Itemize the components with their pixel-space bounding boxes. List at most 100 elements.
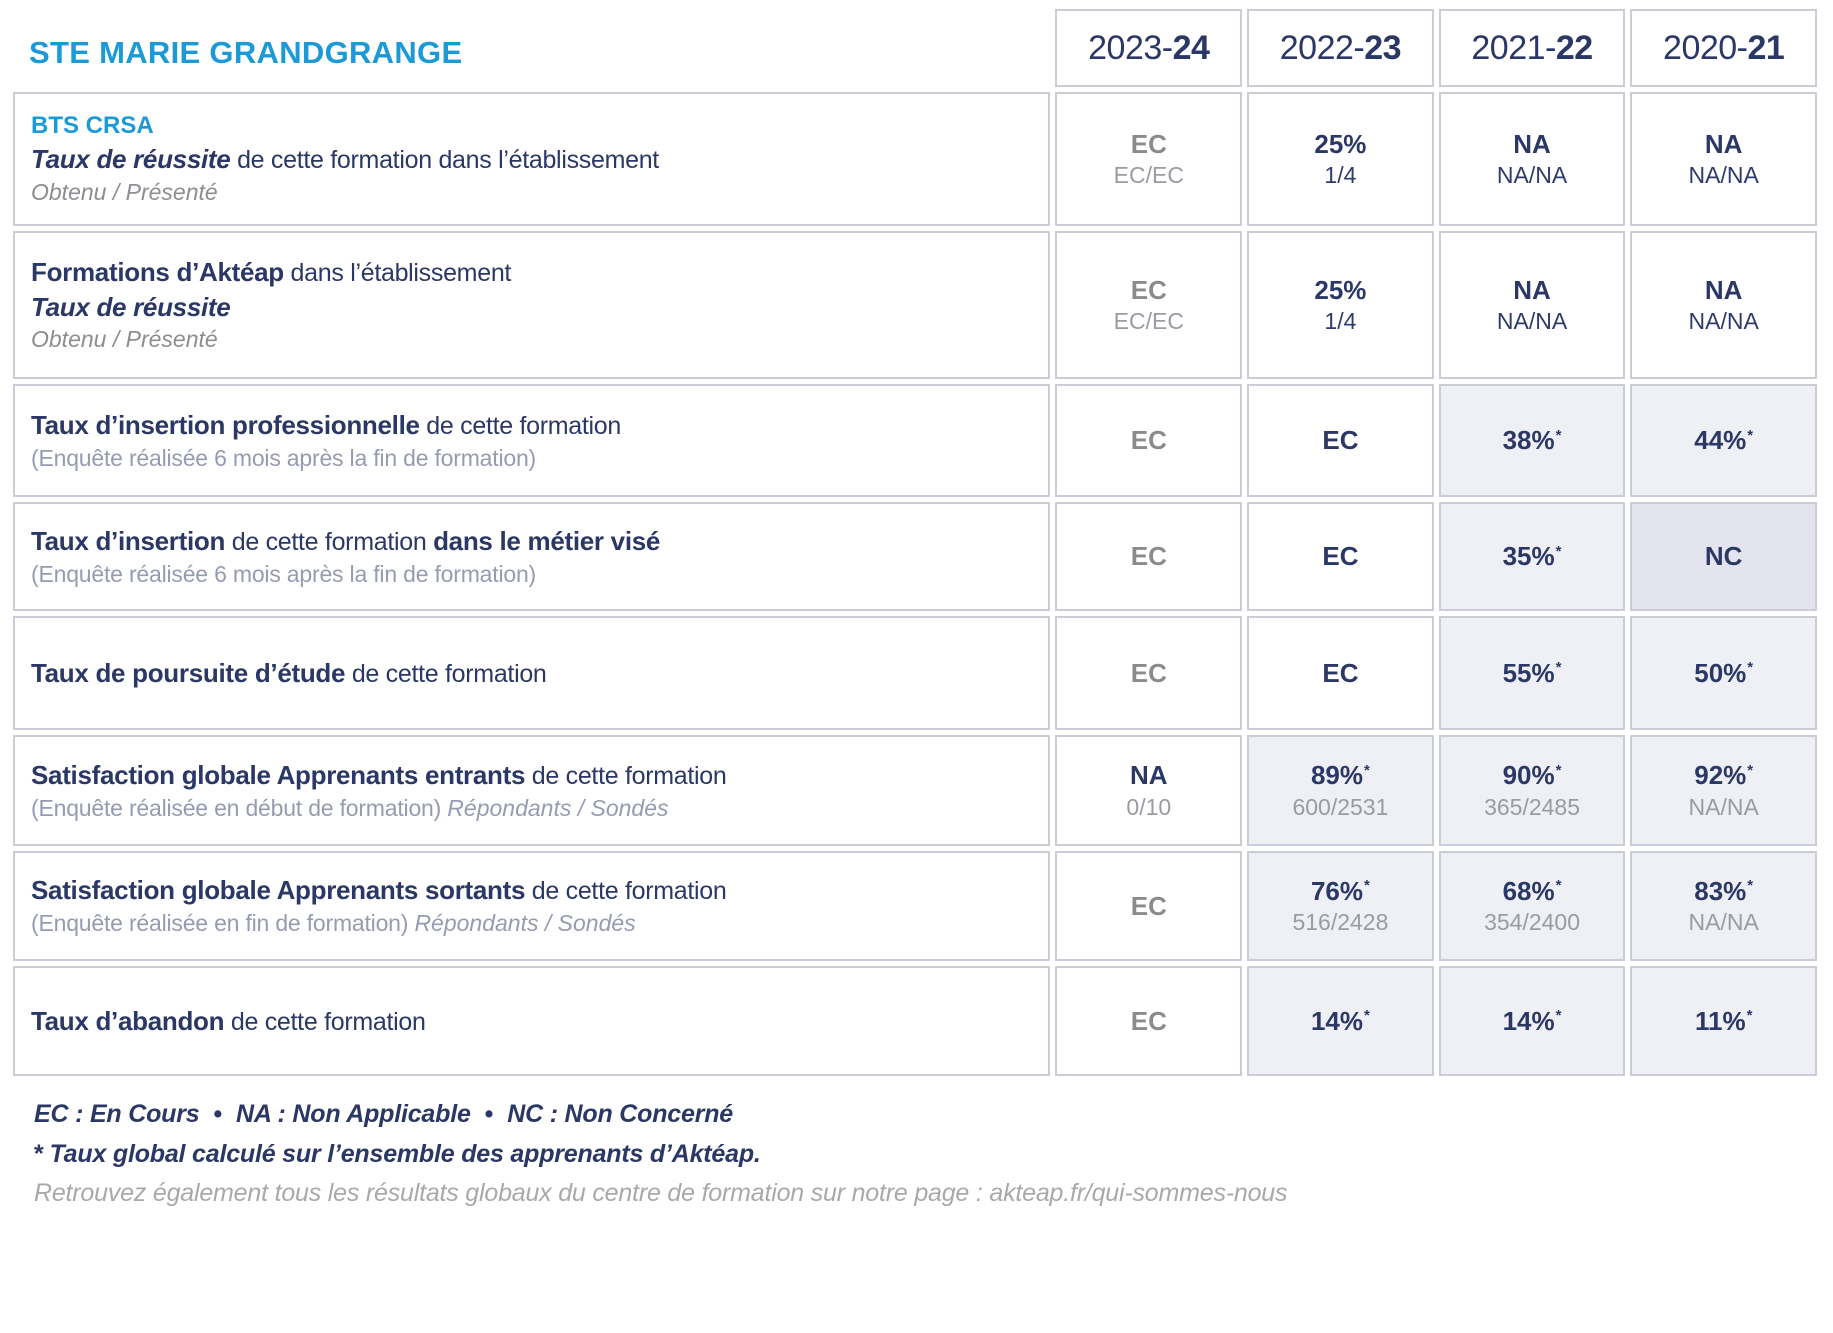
cell-value: 83%* (1694, 875, 1754, 906)
row-label-line: (Enquête réalisée en fin de formation) R… (31, 908, 1048, 938)
cell-value: EC (1130, 425, 1167, 456)
cell-value: EC (1130, 128, 1167, 159)
cell-subvalue: 516/2428 (1292, 909, 1389, 936)
label-segment: (Enquête réalisée 6 mois après la fin de… (31, 444, 537, 471)
cell-value: NA (1704, 274, 1743, 305)
cell-value: 38%* (1502, 425, 1562, 456)
cell-value: NA (1704, 128, 1743, 159)
cell-subvalue: NA/NA (1688, 909, 1759, 936)
label-segment: (Enquête réalisée en début de formation) (31, 794, 448, 821)
legend-item: NA : Non Applicable (236, 1100, 471, 1128)
cell-value: NA (1130, 760, 1168, 791)
row-label-line: Satisfaction globale Apprenants sortants… (31, 873, 1048, 908)
year-header: 2023-24 (1055, 9, 1243, 87)
cell-value: 92%* (1694, 760, 1754, 791)
value-cell: 35%* (1438, 502, 1626, 611)
title-cell: STE MARIE GRANDGRANGE (13, 9, 1050, 87)
cell-value: 11%* (1694, 1005, 1753, 1036)
cell-subvalue: NA/NA (1688, 793, 1759, 820)
label-segment: Taux d’abandon (31, 1005, 225, 1036)
label-segment: Satisfaction globale Apprenants entrants (31, 759, 526, 790)
label-segment: dans l’établissement (283, 259, 512, 288)
cell-value: 76%* (1310, 875, 1370, 906)
cell-value: EC (1130, 657, 1167, 688)
cell-subvalue: NA/NA (1688, 162, 1759, 189)
label-segment: de cette formation (419, 411, 622, 440)
row-label: Satisfaction globale Apprenants sortants… (13, 851, 1051, 961)
row-label-line: Taux d’abandon de cette formation (31, 1004, 1048, 1039)
year-header-row: STE MARIE GRANDGRANGE 2023-24 2022-23 2021… (13, 9, 1817, 87)
row-label-line: BTS CRSA (31, 110, 1048, 142)
value-cell: EC (1247, 502, 1434, 611)
cell-value: EC (1322, 541, 1359, 572)
cell-value: 25% (1314, 274, 1367, 305)
row-label-line: (Enquête réalisée 6 mois après la fin de… (31, 443, 1048, 473)
cell-value: EC (1130, 541, 1167, 572)
value-cell: EC (1247, 616, 1434, 730)
legend-bullet: • (213, 1100, 223, 1128)
cell-value: EC (1130, 890, 1167, 921)
row-label-line: Taux de réussite (31, 290, 1048, 324)
label-segment: Obtenu / Présenté (31, 179, 218, 206)
footnote-star: * (1555, 542, 1562, 560)
row-label: Formations d’Aktéap dans l’établissement… (13, 231, 1051, 379)
label-segment: Taux de réussite (31, 144, 231, 175)
results-table: STE MARIE GRANDGRANGE 2023-24 2022-23 2021… (8, 4, 1822, 1081)
value-cell: NA 0/10 (1055, 735, 1243, 846)
label-segment: Taux de poursuite d’étude (31, 657, 346, 688)
cell-subvalue: 1/4 (1324, 162, 1357, 189)
label-segment: dans le métier visé (433, 525, 661, 556)
label-segment: Taux d’insertion professionnelle (31, 409, 420, 440)
cell-subvalue: 354/2400 (1484, 909, 1581, 936)
table-row: Taux d’abandon de cette formation EC 14%* 1… (13, 966, 1817, 1076)
footnote-star: * (1364, 1007, 1370, 1025)
row-label-line: Taux d’insertion de cette formation dans… (31, 524, 1048, 559)
value-cell: NA NA/NA (1438, 231, 1626, 379)
cell-subvalue: EC/EC (1113, 162, 1184, 189)
cell-value: 35%* (1502, 541, 1562, 572)
cell-value: EC (1322, 425, 1359, 456)
cell-value: EC (1322, 657, 1359, 688)
value-cell: 83%* NA/NA (1630, 851, 1817, 961)
page-title: STE MARIE GRANDGRANGE (29, 35, 463, 70)
footnote-star: * (1555, 761, 1562, 779)
year-header: 2020-21 (1630, 9, 1817, 87)
label-segment: Répondants / Sondés (447, 794, 669, 821)
footnote-star: * (1746, 1007, 1753, 1025)
value-cell: NC (1630, 502, 1817, 611)
cell-value: 55%* (1502, 657, 1562, 688)
cell-value: 68%* (1502, 875, 1562, 906)
footer: EC : En Cours • NA : Non Applicable • NC : N… (8, 1081, 1833, 1214)
value-cell: 25% 1/4 (1247, 231, 1434, 379)
footnote-text: Taux global calculé sur l’ensemble des a… (49, 1139, 761, 1168)
label-segment: de cette formation (224, 1007, 426, 1036)
cell-subvalue: NA/NA (1688, 308, 1759, 335)
cell-subvalue: NA/NA (1496, 162, 1568, 189)
footnote-star: * (34, 1139, 44, 1168)
value-cell: NA NA/NA (1630, 92, 1817, 226)
legend-line: EC : En Cours • NA : Non Applicable • NC : N… (34, 1095, 1833, 1135)
row-label-line: Taux d’insertion professionnelle de cett… (31, 408, 1048, 443)
footnote-star: * (1555, 877, 1562, 895)
value-cell: 44%* (1630, 384, 1817, 497)
cell-subvalue: EC/EC (1113, 308, 1184, 335)
row-label-line: (Enquête réalisée en début de formation)… (31, 793, 1048, 823)
row-label: Taux d’insertion de cette formation dans… (13, 502, 1051, 611)
cell-value: NC (1704, 541, 1743, 572)
value-cell: EC (1247, 384, 1434, 497)
row-label-line: Obtenu / Présenté (31, 177, 1048, 207)
value-cell: NA NA/NA (1438, 92, 1626, 226)
value-cell: 90%* 365/2485 (1438, 735, 1626, 846)
row-label: BTS CRSA Taux de réussite de cette format… (13, 92, 1051, 226)
value-cell: 25% 1/4 (1247, 92, 1434, 226)
label-segment: (Enquête réalisée 6 mois après la fin de… (31, 560, 537, 587)
legend-item: EC : En Cours (34, 1100, 200, 1128)
value-cell: EC (1055, 851, 1243, 961)
row-label-line: Satisfaction globale Apprenants entrants… (31, 758, 1048, 793)
table-row: Satisfaction globale Apprenants sortants… (13, 851, 1817, 961)
label-segment: de cette formation (345, 659, 547, 688)
cell-subvalue: NA/NA (1496, 308, 1568, 335)
label-segment: Obtenu / Présenté (31, 326, 218, 353)
value-cell: NA NA/NA (1630, 231, 1817, 379)
value-cell: 92%* NA/NA (1630, 735, 1817, 846)
